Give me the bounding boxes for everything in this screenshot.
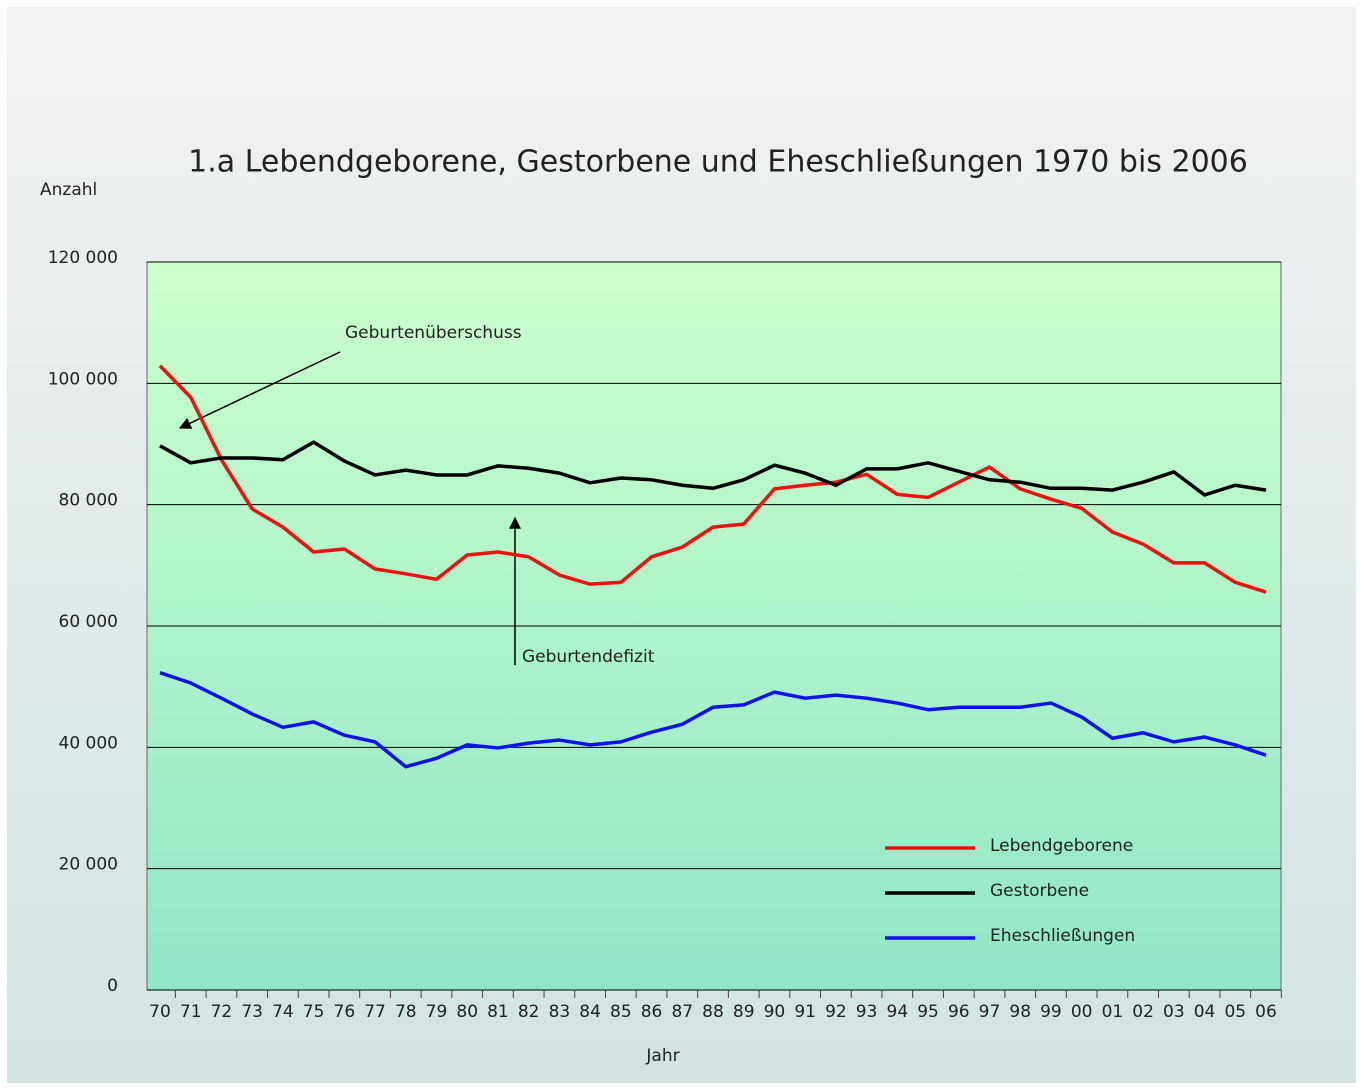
y-tick-label: 0 bbox=[107, 976, 118, 996]
x-tick-label: 00 bbox=[1071, 1002, 1093, 1022]
x-tick-label: 79 bbox=[426, 1002, 448, 1022]
x-tick-label: 04 bbox=[1194, 1002, 1216, 1022]
x-tick-label: 87 bbox=[671, 1002, 693, 1022]
x-tick-label: 94 bbox=[887, 1002, 909, 1022]
annotation: Geburtendefizit bbox=[522, 647, 655, 667]
x-tick-label: 90 bbox=[764, 1002, 786, 1022]
x-tick-label: 85 bbox=[610, 1002, 632, 1022]
x-tick-label: 72 bbox=[211, 1002, 233, 1022]
y-tick-label: 60 000 bbox=[59, 612, 118, 632]
x-tick-label: 96 bbox=[948, 1002, 970, 1022]
x-tick-label: 97 bbox=[979, 1002, 1001, 1022]
y-tick-label: 80 000 bbox=[59, 491, 118, 511]
x-tick-label: 82 bbox=[518, 1002, 540, 1022]
x-tick-label: 71 bbox=[180, 1002, 202, 1022]
annotation-arrow bbox=[178, 351, 341, 429]
x-tick-label: 02 bbox=[1132, 1002, 1154, 1022]
y-tick-label: 120 000 bbox=[48, 248, 118, 268]
x-tick-label: 93 bbox=[856, 1002, 878, 1022]
series-line bbox=[158, 364, 1267, 594]
x-tick-label: 06 bbox=[1255, 1002, 1277, 1022]
x-tick-label: 03 bbox=[1163, 1002, 1185, 1022]
x-tick-label: 86 bbox=[641, 1002, 663, 1022]
x-tick-label: 99 bbox=[1040, 1002, 1062, 1022]
x-tick-label: 88 bbox=[702, 1002, 724, 1022]
x-tick-label: 73 bbox=[241, 1002, 263, 1022]
y-tick-label: 40 000 bbox=[59, 733, 118, 753]
x-tick-label: 98 bbox=[1009, 1002, 1031, 1022]
y-tick-label: 20 000 bbox=[59, 855, 118, 875]
x-tick-label: 95 bbox=[917, 1002, 939, 1022]
series-line bbox=[159, 440, 1267, 497]
legend-label: Eheschließungen bbox=[990, 926, 1135, 946]
x-tick-label: 05 bbox=[1224, 1002, 1246, 1022]
x-tick-label: 01 bbox=[1102, 1002, 1124, 1022]
x-tick-label: 89 bbox=[733, 1002, 755, 1022]
x-tick-label: 83 bbox=[549, 1002, 571, 1022]
x-tick-label: 77 bbox=[364, 1002, 386, 1022]
x-tick-label: 74 bbox=[272, 1002, 294, 1022]
x-tick-label: 78 bbox=[395, 1002, 417, 1022]
x-tick-label: 81 bbox=[487, 1002, 509, 1022]
x-tick-label: 70 bbox=[149, 1002, 171, 1022]
x-tick-label: 84 bbox=[579, 1002, 601, 1022]
annotation: Geburtenüberschuss bbox=[345, 323, 522, 343]
series-line bbox=[159, 671, 1267, 769]
chart-title: 1.a Lebendgeborene, Gestorbene und Ehesc… bbox=[188, 145, 1248, 180]
x-axis-label: Jahr bbox=[645, 1046, 679, 1066]
x-tick-label: 92 bbox=[825, 1002, 847, 1022]
y-axis-label: Anzahl bbox=[40, 180, 97, 200]
x-tick-label: 76 bbox=[334, 1002, 356, 1022]
x-tick-label: 91 bbox=[794, 1002, 816, 1022]
legend-label: Lebendgeborene bbox=[990, 836, 1133, 856]
x-tick-label: 75 bbox=[303, 1002, 325, 1022]
x-tick-label: 80 bbox=[456, 1002, 478, 1022]
legend-label: Gestorbene bbox=[990, 881, 1089, 901]
y-tick-label: 100 000 bbox=[48, 369, 118, 389]
